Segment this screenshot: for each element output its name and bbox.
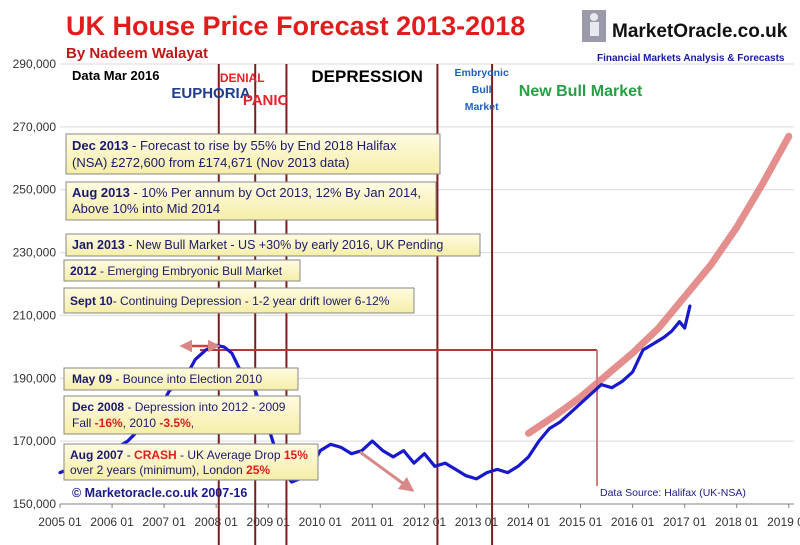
ann-line1: - Continuing Depression - 1-2 year drift… (113, 294, 390, 308)
x-tick-label: 2019 01 (767, 515, 800, 529)
x-tick-label: 2018 01 (715, 515, 759, 529)
annotation-may-09: May 09 - Bounce into Election 2010 (63, 367, 299, 391)
annotation-aug-2007: Aug 2007 - CRASH - UK Average Drop 15% o… (63, 443, 319, 481)
ann-red1: -16% (95, 416, 123, 430)
data-source: Data Source: Halifax (UK-NSA) (600, 487, 746, 499)
y-tick-label: 290,000 (13, 57, 57, 71)
x-tick-label: 2010 01 (299, 515, 343, 529)
ann-line1: - Bounce into Election 2010 (112, 372, 262, 386)
svg-text:Sept 10- Continuing Depression: Sept 10- Continuing Depression - 1-2 yea… (70, 294, 390, 308)
ann-line1b: - UK Average Drop (177, 448, 284, 462)
phase-label: EUPHORIA (171, 85, 250, 102)
ann-line1: - New Bull Market - US +30% by early 201… (125, 238, 444, 252)
ann-date: May 09 (72, 372, 112, 386)
x-tick-label: 2005 01 (38, 515, 82, 529)
annotation-dec-2008: Dec 2008 - Depression into 2012 - 2009 F… (63, 395, 301, 435)
svg-text:Aug 2013 - 10% Per annum by Oc: Aug 2013 - 10% Per annum by Oct 2013, 12… (72, 185, 421, 200)
y-tick-label: 210,000 (13, 308, 57, 322)
svg-text:Dec 2008 - Depression into 201: Dec 2008 - Depression into 2012 - 2009 (72, 400, 286, 414)
x-tick-label: 2012 01 (403, 515, 447, 529)
annotation-aug-2013: Aug 2013 - 10% Per annum by Oct 2013, 12… (65, 181, 437, 221)
ann-pct: 15% (284, 448, 308, 462)
x-tick-label: 2016 01 (611, 515, 655, 529)
ann-crash: CRASH (134, 448, 177, 462)
chart-title: UK House Price Forecast 2013-2018 (66, 11, 525, 41)
decline-arrow (359, 450, 415, 492)
svg-text:Dec 2013 - Forecast to rise by: Dec 2013 - Forecast to rise by 55% by En… (72, 138, 397, 153)
phase-label: DENIAL (220, 71, 265, 85)
annotation-dec-2013: Dec 2013 - Forecast to rise by 55% by En… (65, 133, 441, 175)
logo: MarketOracle.co.uk Financial Markets Ana… (574, 6, 796, 64)
ann-date: Dec 2008 (72, 400, 124, 414)
annotation-2012: 2012 - Emerging Embryonic Bull Market (63, 259, 301, 282)
data-note: Data Mar 2016 (72, 68, 159, 83)
svg-text:Aug 2007 - CRASH - UK Average: Aug 2007 - CRASH - UK Average Drop 15% (70, 448, 308, 462)
annotation-sept-10: Sept 10- Continuing Depression - 1-2 yea… (63, 287, 415, 314)
phase-label: Embryonic (455, 67, 509, 79)
thinker-logo-icon (582, 10, 606, 42)
x-tick-label: 2008 01 (194, 515, 238, 529)
plot-area (60, 64, 794, 504)
ann-red2: -3.5% (159, 416, 191, 430)
phase-label: New Bull Market (519, 83, 643, 100)
x-tick-label: 2007 01 (142, 515, 186, 529)
ann-pct2: 25% (246, 463, 270, 477)
ann-date: Sept 10 (70, 294, 113, 308)
x-tick-label: 2013 01 (455, 515, 499, 529)
ann-date: Jan 2013 (72, 238, 125, 252)
logo-name: MarketOracle.co.uk (612, 21, 788, 42)
svg-text:Fall -16%, 2010 -3.5%,: Fall -16%, 2010 -3.5%, (72, 416, 194, 430)
x-tick-label: 2009 01 (247, 515, 291, 529)
y-tick-label: 190,000 (13, 371, 57, 385)
annotation-jan-2013: Jan 2013 - New Bull Market - US +30% by … (65, 233, 481, 257)
ann-line1: - (123, 448, 134, 462)
ann-date: Dec 2013 (72, 138, 128, 153)
ann-line2: Fall (72, 416, 95, 430)
chart-subtitle: By Nadeem Walayat (66, 45, 208, 62)
series-group (58, 132, 793, 484)
copyright: © Marketoracle.co.uk 2007-16 (72, 486, 247, 500)
ann-date: 2012 (70, 264, 97, 278)
ann-date: Aug 2013 (72, 185, 130, 200)
x-tick-label: 2015 01 (559, 515, 603, 529)
svg-text:2012 - Emerging Embryonic Bull: 2012 - Emerging Embryonic Bull Market (70, 264, 283, 278)
ann-date: Aug 2007 (70, 448, 124, 462)
x-tick-label: 2006 01 (90, 515, 134, 529)
ann-line2: Above 10% into Mid 2014 (72, 201, 220, 216)
svg-text:May 09 - Bounce into Election: May 09 - Bounce into Election 2010 (72, 372, 262, 386)
y-axis: 150,000 170,000 190,000 210,000 230,000 250,0… (13, 57, 57, 511)
y-tick-label: 270,000 (13, 120, 57, 134)
ann-line2: over 2 years (minimum), London (70, 463, 246, 477)
logo-tagline: Financial Markets Analysis & Forecasts (597, 53, 785, 64)
phase-label: PANIC (243, 92, 289, 109)
ann-line1: - 10% Per annum by Oct 2013, 12% By Jan … (130, 185, 421, 200)
phase-label: Market (465, 101, 499, 113)
ann-line1: - Emerging Embryonic Bull Market (97, 264, 283, 278)
x-tick-label: 2017 01 (663, 515, 707, 529)
ann-end: , (191, 416, 194, 430)
ann-line2: (NSA) £272,600 from £174,671 (Nov 2013 d… (72, 155, 350, 170)
y-tick-label: 230,000 (13, 246, 57, 260)
svg-text:over 2 years (minimum), Londo: over 2 years (minimum), London 25% (70, 463, 270, 477)
y-tick-label: 250,000 (13, 183, 57, 197)
svg-text:Jan 2013 - New Bull Market - U: Jan 2013 - New Bull Market - US +30% by … (72, 238, 443, 252)
ann-line1: - Depression into 2012 - 2009 (124, 400, 286, 414)
forecast-series-line (525, 132, 793, 437)
phase-label: Bull (472, 84, 492, 96)
price-series-line (58, 304, 692, 484)
ann-line1: - Forecast to rise by 55% by End 2018 Ha… (128, 138, 397, 153)
x-tick-label: 2014 01 (507, 515, 551, 529)
y-tick-label: 170,000 (13, 434, 57, 448)
x-axis: 2005 01 2006 01 2007 01 2008 01 2009 01 2010 … (38, 504, 800, 529)
ann-mid: , 2010 (123, 416, 160, 430)
y-tick-label: 150,000 (13, 497, 57, 511)
x-tick-label: 2011 01 (351, 515, 394, 529)
phase-label: DEPRESSION (311, 67, 422, 86)
